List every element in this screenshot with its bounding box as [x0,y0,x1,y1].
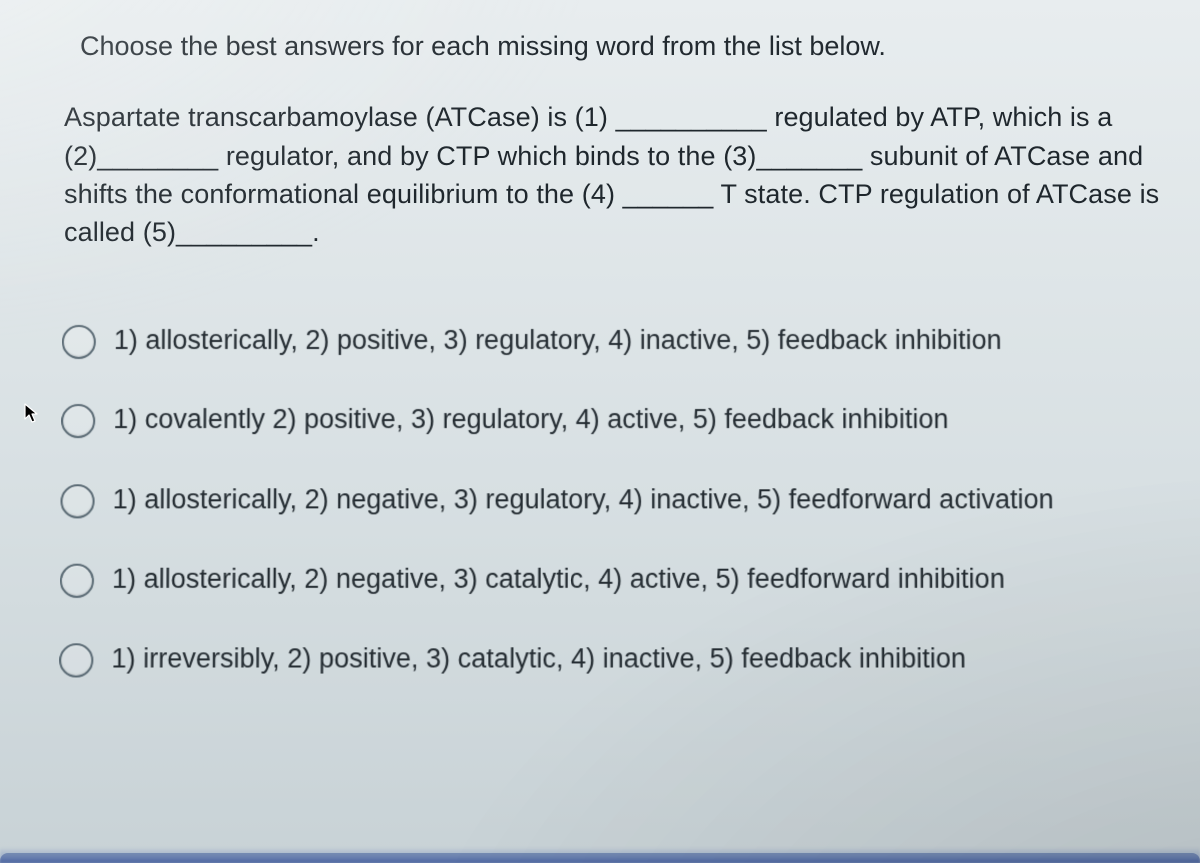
radio-icon[interactable] [61,404,95,438]
prompt-text: Choose the best answers for each missing… [80,28,1138,64]
choice-1[interactable]: 1) allosterically, 2) positive, 3) regul… [62,322,1187,359]
choice-label: 1) allosterically, 2) negative, 3) catal… [112,560,1005,598]
choice-5[interactable]: 1) irreversibly, 2) positive, 3) catalyt… [59,640,1189,678]
radio-icon[interactable] [60,484,94,518]
radio-icon[interactable] [60,563,94,597]
choice-label: 1) allosterically, 2) negative, 3) regul… [113,481,1054,518]
screen-bottom-bar [0,853,1200,863]
radio-icon[interactable] [59,643,93,677]
choice-2[interactable]: 1) covalently 2) positive, 3) regulatory… [61,401,1187,438]
choice-label: 1) covalently 2) positive, 3) regulatory… [113,401,948,438]
choice-label: 1) irreversibly, 2) positive, 3) catalyt… [111,640,966,678]
choice-4[interactable]: 1) allosterically, 2) negative, 3) catal… [60,560,1189,598]
choice-label: 1) allosterically, 2) positive, 3) regul… [114,322,1002,359]
answer-choices: 1) allosterically, 2) positive, 3) regul… [59,322,1189,678]
passage-text: Aspartate transcarbamoylase (ATCase) is … [64,98,1174,251]
cursor-icon [24,403,38,425]
choice-3[interactable]: 1) allosterically, 2) negative, 3) regul… [60,481,1187,518]
quiz-screen: Choose the best answers for each missing… [0,0,1200,863]
radio-icon[interactable] [62,325,96,359]
